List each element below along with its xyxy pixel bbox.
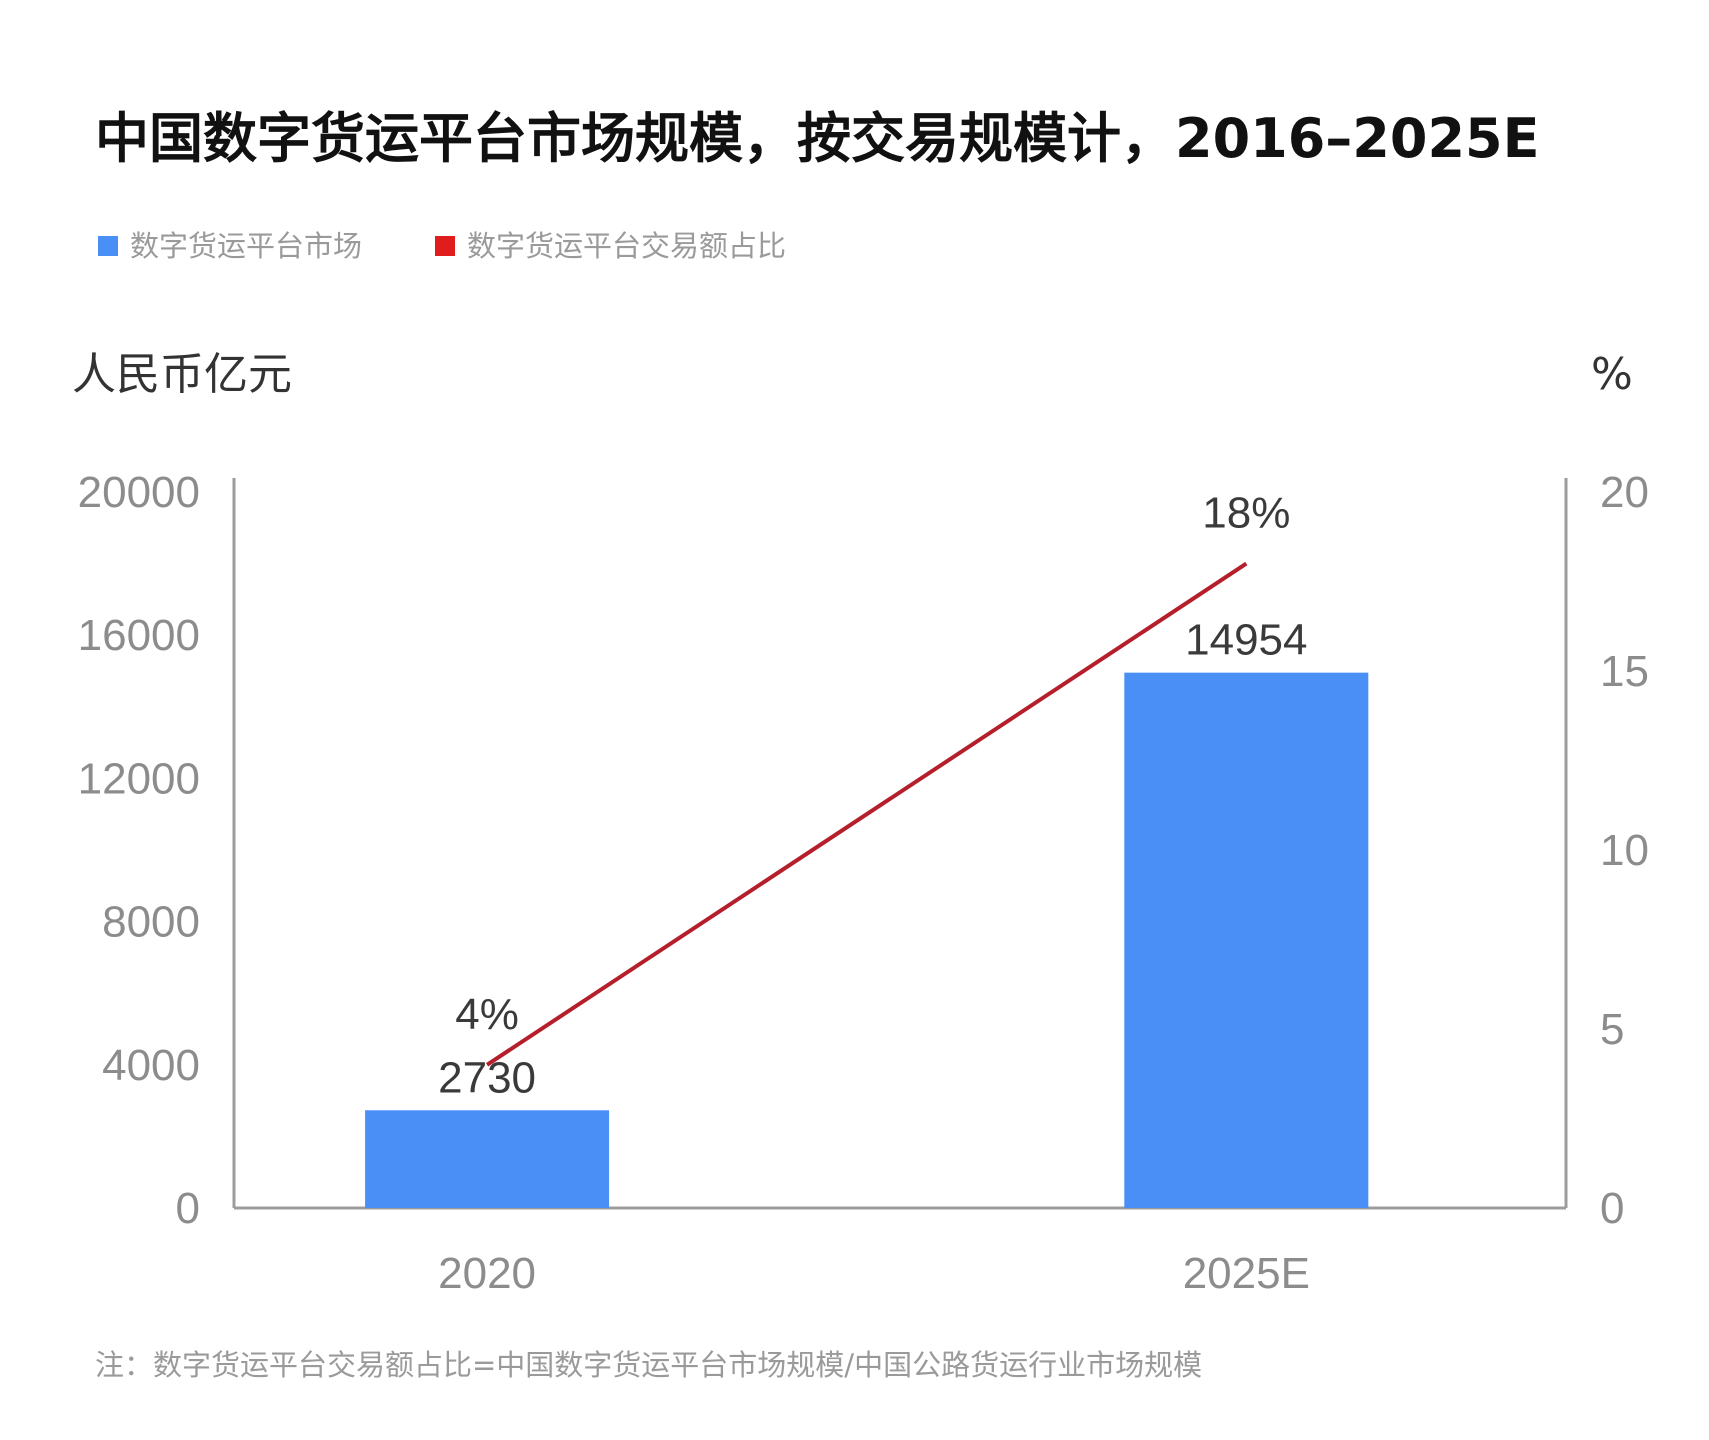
bar [365,1110,610,1208]
legend-label-bar: 数字货运平台市场 [130,229,362,263]
chart-title: 中国数字货运平台市场规模，按交易规模计，2016–2025E [95,107,1539,170]
bars [365,672,1369,1208]
x-tick-label: 2020 [438,1249,536,1298]
legend-swatch-line [435,236,455,256]
line-value-label: 18% [1202,489,1290,538]
bar-value-label: 2730 [438,1053,536,1102]
right-axis-unit: % [1591,349,1633,400]
share-line [485,561,1248,1067]
right-tick-label: 0 [1600,1184,1624,1233]
right-tick-label: 5 [1600,1005,1624,1054]
left-tick-label: 20000 [78,468,200,517]
left-tick-label: 4000 [102,1041,200,1090]
left-tick-label: 12000 [78,754,200,803]
right-tick-label: 15 [1600,647,1649,696]
bar-value-label: 14954 [1185,616,1307,665]
left-tick-label: 16000 [78,611,200,660]
right-tick-label: 10 [1600,826,1649,875]
left-tick-label: 8000 [102,898,200,947]
line-value-label: 4% [455,990,519,1039]
right-tick-label: 20 [1600,468,1649,517]
data-labels: 2730 14954 4% 18% [438,489,1307,1103]
footnote: 注：数字货运平台交易额占比=中国数字货运平台市场规模/中国公路货运行业市场规模 [95,1348,1202,1382]
legend-swatch-bar [98,236,118,256]
legend-label-line: 数字货运平台交易额占比 [467,229,786,263]
bar [1124,672,1369,1208]
line-series [485,561,1248,1067]
left-axis-unit: 人民币亿元 [72,349,292,400]
left-tick-label: 0 [176,1184,200,1233]
x-tick-label: 2025E [1183,1249,1310,1298]
legend: 数字货运平台市场 数字货运平台交易额占比 [98,229,786,263]
